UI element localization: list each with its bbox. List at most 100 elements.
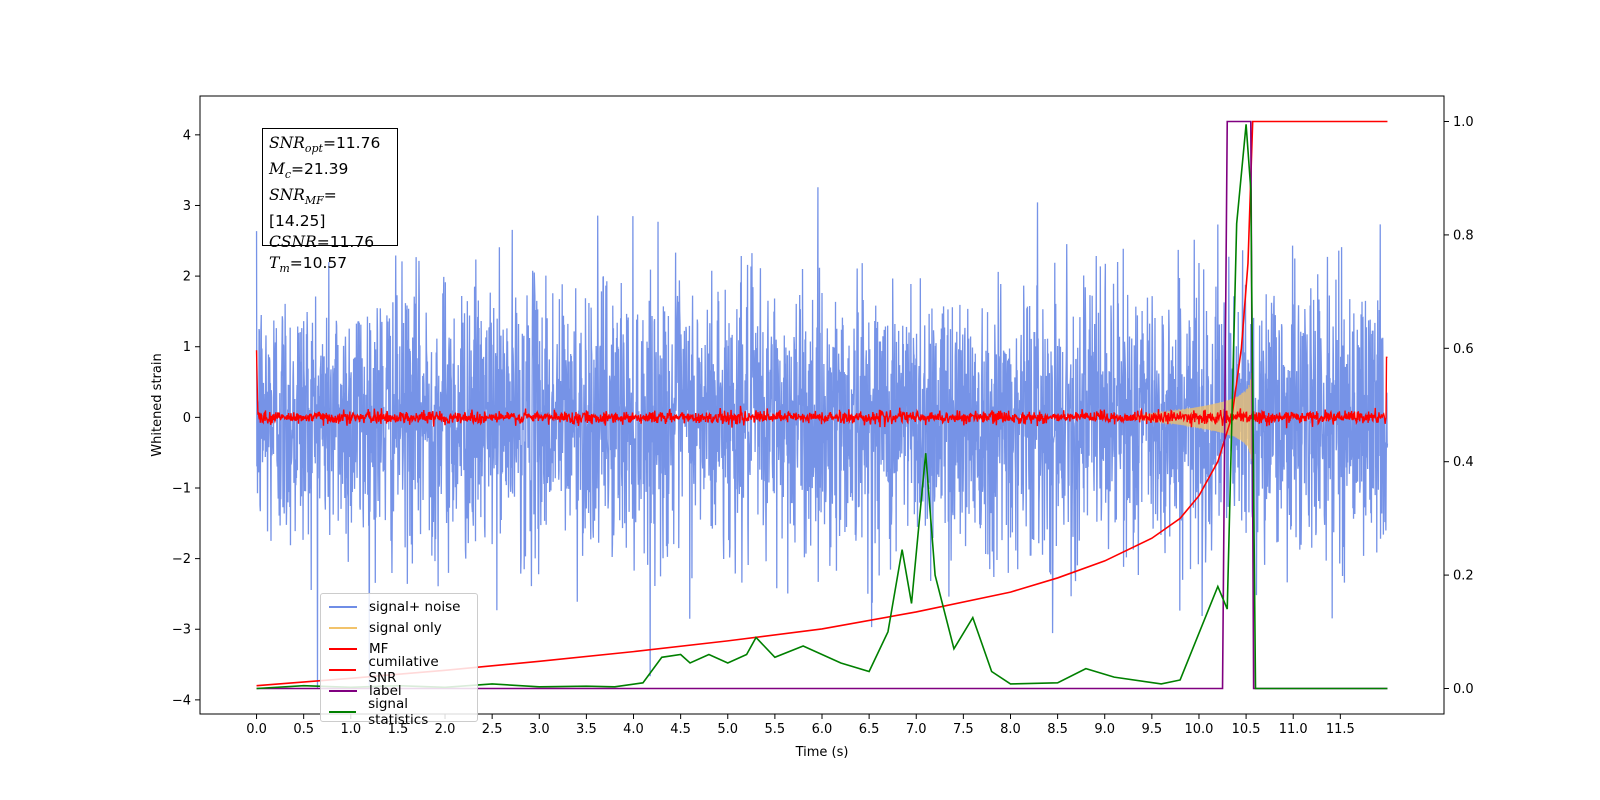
y-right-tick-label: 1.0 bbox=[1453, 115, 1474, 130]
legend-swatch bbox=[329, 647, 357, 650]
x-tick-label: 1.0 bbox=[340, 722, 361, 737]
y-left-tick: 1 bbox=[183, 340, 200, 355]
y-right-tick-label: 0.2 bbox=[1453, 569, 1474, 584]
x-tick: 6.0 bbox=[812, 714, 833, 737]
y-left-tick: −1 bbox=[172, 481, 200, 496]
x-tick-label: 6.5 bbox=[859, 722, 880, 737]
y-right-tick: 0.6 bbox=[1444, 342, 1474, 357]
legend-swatch bbox=[329, 689, 357, 692]
y-left-tick-label: 2 bbox=[183, 270, 191, 285]
info-box: SNRopt=11.76 Mc=21.39 SNRMF=[14.25] CSNR… bbox=[262, 128, 398, 275]
series-signal-noise bbox=[255, 187, 1389, 690]
x-tick: 8.0 bbox=[1000, 714, 1021, 737]
x-tick-label: 5.5 bbox=[765, 722, 786, 737]
x-tick: 5.5 bbox=[765, 714, 786, 737]
x-tick-label: 11.5 bbox=[1326, 722, 1355, 737]
x-tick-label: 8.5 bbox=[1047, 722, 1068, 737]
x-tick: 0.5 bbox=[293, 714, 314, 737]
legend-label: cumilative SNR bbox=[368, 653, 439, 686]
x-tick-label: 3.5 bbox=[576, 722, 597, 737]
legend-entry-label: label bbox=[329, 680, 469, 701]
x-tick-label: 1.5 bbox=[388, 722, 409, 737]
x-tick-label: 4.5 bbox=[670, 722, 691, 737]
legend-label: label bbox=[369, 682, 402, 699]
legend-entry-signal-statistics: signal statistics bbox=[329, 696, 469, 728]
y-right-tick-label: 0.6 bbox=[1453, 342, 1474, 357]
legend-swatch bbox=[329, 605, 357, 608]
y-axis-label: Whitened strain bbox=[150, 353, 165, 456]
series-layer bbox=[255, 120, 1389, 690]
x-tick: 3.5 bbox=[576, 714, 597, 737]
x-tick: 11.5 bbox=[1326, 714, 1355, 737]
y-left-tick-label: −4 bbox=[172, 693, 191, 708]
y-right-tick: 0.2 bbox=[1444, 569, 1474, 584]
x-tick-label: 10.0 bbox=[1184, 722, 1213, 737]
legend-entry-cumulative-snr: cumilative SNR bbox=[329, 654, 469, 686]
legend-label: MF bbox=[369, 640, 389, 657]
series-mf bbox=[255, 350, 1388, 429]
x-tick-label: 6.0 bbox=[812, 722, 833, 737]
x-tick: 7.5 bbox=[953, 714, 974, 737]
x-tick-label: 2.0 bbox=[435, 722, 456, 737]
x-tick: 10.0 bbox=[1184, 714, 1213, 737]
y-left-tick-label: 3 bbox=[183, 199, 191, 214]
x-tick: 3.0 bbox=[529, 714, 550, 737]
x-tick-label: 7.5 bbox=[953, 722, 974, 737]
x-tick-label: 11.0 bbox=[1279, 722, 1308, 737]
x-tick: 9.5 bbox=[1142, 714, 1163, 737]
y-left-tick: 4 bbox=[183, 128, 200, 143]
x-tick-label: 7.0 bbox=[906, 722, 927, 737]
x-axis-label: Time (s) bbox=[795, 745, 849, 760]
y-left-tick-label: −2 bbox=[172, 552, 191, 567]
x-tick-label: 5.0 bbox=[717, 722, 738, 737]
x-tick: 8.5 bbox=[1047, 714, 1068, 737]
y-right-tick-label: 0.8 bbox=[1453, 228, 1474, 243]
y-left-tick: 0 bbox=[183, 411, 200, 426]
x-tick-label: 4.0 bbox=[623, 722, 644, 737]
info-snr-mf: SNRMF=[14.25] bbox=[269, 186, 337, 231]
y-left-tick-label: −3 bbox=[172, 623, 191, 638]
x-tick: 10.5 bbox=[1232, 714, 1261, 737]
series-signal-statistics bbox=[256, 124, 1388, 690]
x-tick-label: 8.0 bbox=[1000, 722, 1021, 737]
y-left-tick: −2 bbox=[172, 552, 200, 567]
x-tick-label: 10.5 bbox=[1232, 722, 1261, 737]
legend-label: signal only bbox=[369, 619, 442, 636]
legend-label: signal statistics bbox=[368, 695, 429, 728]
legend-swatch bbox=[329, 710, 357, 713]
info-csnr: CSNR=11.76 bbox=[269, 233, 375, 252]
x-tick: 4.5 bbox=[670, 714, 691, 737]
y-right-tick-label: 0.4 bbox=[1453, 455, 1474, 470]
legend-entry-signal-only: signal only bbox=[329, 617, 469, 638]
y-left-tick-label: 1 bbox=[183, 340, 191, 355]
x-tick-label: 9.5 bbox=[1142, 722, 1163, 737]
legend-entry-mf: MF bbox=[329, 638, 469, 659]
x-tick-label: 2.5 bbox=[482, 722, 503, 737]
y-right-tick: 1.0 bbox=[1444, 115, 1474, 130]
x-tick-label: 9.0 bbox=[1094, 722, 1115, 737]
x-tick: 4.0 bbox=[623, 714, 644, 737]
x-tick: 9.0 bbox=[1094, 714, 1115, 737]
x-tick-label: 3.0 bbox=[529, 722, 550, 737]
x-tick-label: 0.5 bbox=[293, 722, 314, 737]
legend: signal+ noise signal only MF cumilative … bbox=[320, 593, 478, 728]
y-left-tick: 3 bbox=[183, 199, 200, 214]
y-left-tick: 2 bbox=[183, 270, 200, 285]
legend-entry-signal-noise: signal+ noise bbox=[329, 596, 469, 617]
y-right-tick: 0.8 bbox=[1444, 228, 1474, 243]
y-left-tick: −4 bbox=[172, 693, 200, 708]
y-right-tick: 0.4 bbox=[1444, 455, 1474, 470]
info-mc: Mc=21.39 bbox=[269, 160, 349, 182]
y-left-tick: −3 bbox=[172, 623, 200, 638]
x-tick: 6.5 bbox=[859, 714, 880, 737]
x-tick: 11.0 bbox=[1279, 714, 1308, 737]
x-tick-label: 0.0 bbox=[246, 722, 267, 737]
y-left-tick-label: 0 bbox=[183, 411, 191, 426]
legend-swatch bbox=[329, 668, 357, 671]
series-cumulative-snr bbox=[256, 120, 1388, 687]
x-tick: 7.0 bbox=[906, 714, 927, 737]
legend-label: signal+ noise bbox=[369, 598, 461, 615]
legend-swatch bbox=[329, 626, 357, 629]
x-tick: 0.0 bbox=[246, 714, 267, 737]
y-left-tick-label: 4 bbox=[183, 128, 191, 143]
